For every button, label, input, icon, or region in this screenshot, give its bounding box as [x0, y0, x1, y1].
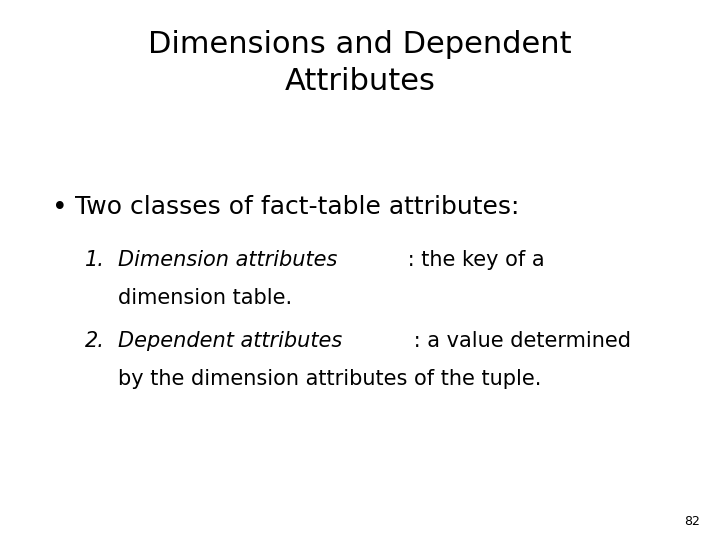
Text: 2.: 2. — [85, 331, 105, 351]
Text: Dimension attributes: Dimension attributes — [118, 250, 338, 270]
Text: •: • — [52, 195, 68, 221]
Text: : the key of a: : the key of a — [401, 250, 545, 270]
Text: Dependent attributes: Dependent attributes — [118, 331, 342, 351]
Text: by the dimension attributes of the tuple.: by the dimension attributes of the tuple… — [118, 369, 541, 389]
Text: Two classes of fact-table attributes:: Two classes of fact-table attributes: — [75, 195, 519, 219]
Text: dimension table.: dimension table. — [118, 288, 292, 308]
Text: 82: 82 — [684, 515, 700, 528]
Text: Dimensions and Dependent
Attributes: Dimensions and Dependent Attributes — [148, 30, 572, 96]
Text: : a value determined: : a value determined — [408, 331, 631, 351]
Text: 1.: 1. — [85, 250, 105, 270]
